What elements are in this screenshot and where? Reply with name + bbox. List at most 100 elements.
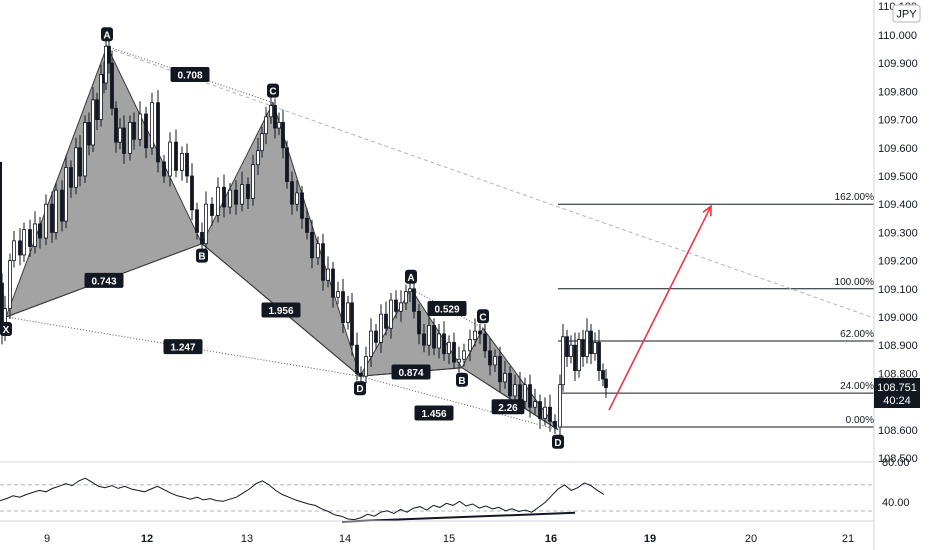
candle-down	[114, 107, 118, 143]
candle-up	[33, 223, 37, 247]
price-tick-label: 109.600	[878, 143, 918, 155]
ratio-label-bg	[391, 364, 431, 380]
candle-down	[122, 127, 126, 154]
candle-down	[604, 378, 608, 388]
candle-up	[585, 330, 589, 357]
ratio-label-bg	[427, 301, 467, 317]
candle-down	[290, 181, 294, 205]
candle-down	[432, 325, 436, 349]
ratio-label-xb: 0.874	[398, 368, 423, 379]
candle-down	[573, 344, 577, 371]
candle-up	[83, 122, 87, 177]
candle-up	[447, 341, 451, 355]
candle-down	[281, 122, 285, 149]
pattern-point-labels: X A B C D A B C D	[0, 27, 564, 449]
candle-down	[321, 243, 325, 281]
candle-down	[190, 175, 194, 211]
current-price-label: 108.751	[877, 382, 917, 394]
candle-down	[565, 336, 569, 357]
candle-up	[457, 358, 461, 363]
candle-down	[273, 105, 277, 129]
candle-up	[427, 325, 431, 346]
price-tick-label: 109.900	[878, 58, 918, 70]
time-tick-label: 9	[44, 533, 50, 545]
point-label-bg	[0, 322, 12, 336]
current-price-box-bg	[874, 378, 920, 408]
fib-extension-levels	[558, 203, 874, 428]
candle-up	[74, 147, 78, 188]
candle-up	[404, 291, 408, 304]
candle-down	[132, 122, 136, 140]
candle-down	[38, 223, 42, 239]
candle-down	[87, 122, 91, 146]
price-tick-label: 109.100	[878, 284, 918, 296]
candle-down	[528, 384, 532, 408]
candle-down	[581, 339, 585, 357]
ratio-label-ac: 0.529	[434, 305, 459, 316]
candle-up	[228, 189, 232, 208]
price-tick-label: 109.000	[878, 312, 918, 324]
candle-up	[12, 240, 16, 262]
candle-down	[548, 406, 552, 422]
candle-down	[162, 161, 166, 177]
fib-level-label: 0.00%	[846, 415, 874, 426]
candle-up	[44, 203, 48, 239]
candle-up	[64, 167, 68, 222]
candle-up	[558, 384, 562, 428]
candle-down	[417, 310, 421, 335]
point-label-b: B	[198, 252, 205, 263]
candle-down	[374, 330, 378, 343]
candle-down	[50, 203, 54, 233]
point-label-bg	[477, 309, 489, 324]
fib-level-labels: 162.00% 100.00% 62.00% 24.00% 0.00%	[835, 192, 875, 426]
time-tick-label: 13	[241, 533, 253, 545]
ratio-label-bg	[84, 272, 124, 288]
candle-down	[222, 186, 226, 208]
point-label-a: A	[407, 273, 414, 284]
candle-down	[69, 167, 73, 188]
candle-down	[518, 384, 522, 402]
candle-down	[553, 420, 557, 428]
point-label-bg	[552, 434, 564, 449]
resistance-trend-line	[106, 47, 875, 319]
candle-up	[54, 189, 58, 233]
price-tick-label: 109.400	[878, 199, 918, 211]
point-label-c: C	[479, 312, 486, 323]
candle-down	[78, 147, 82, 177]
price-tick-label: 108.600	[878, 425, 918, 437]
current-price-box: 108.751 40:24	[874, 378, 920, 408]
ratio-label-ac: 0.708	[177, 70, 202, 81]
countdown-label: 40:24	[883, 395, 911, 407]
candle-down	[341, 291, 345, 324]
ratio-label-bg	[163, 339, 203, 355]
candle-up	[256, 150, 260, 166]
candle-up	[473, 330, 477, 340]
time-tick-label: 15	[443, 533, 455, 545]
candle-down	[156, 102, 160, 163]
candle-up	[437, 333, 441, 349]
candle-down	[95, 99, 99, 121]
candle-down	[331, 268, 335, 298]
projection-arrow-head	[702, 204, 712, 217]
currency-badge-frame	[892, 4, 921, 23]
candle-down	[601, 370, 605, 380]
candle-down	[350, 302, 354, 346]
candle-up	[533, 401, 537, 408]
time-axis[interactable]: 9 12 13 14 15 16 19 20 21	[44, 533, 854, 545]
fib-level-label: 162.00%	[835, 192, 875, 203]
point-label-c: C	[269, 87, 276, 98]
candle-up	[138, 113, 142, 140]
time-tick-label: 19	[644, 533, 656, 545]
currency-badge[interactable]: JPY	[892, 4, 921, 23]
candle-up	[277, 122, 281, 129]
time-tick-label: 12	[141, 533, 153, 545]
candle-up	[8, 260, 12, 309]
point-label-bg	[196, 248, 208, 263]
point-label-d: D	[554, 438, 561, 449]
candle-up	[399, 302, 403, 312]
price-tick-label: 109.300	[878, 227, 918, 239]
candle-down	[110, 62, 114, 109]
candle-up	[513, 384, 517, 397]
candle-down	[538, 401, 542, 419]
